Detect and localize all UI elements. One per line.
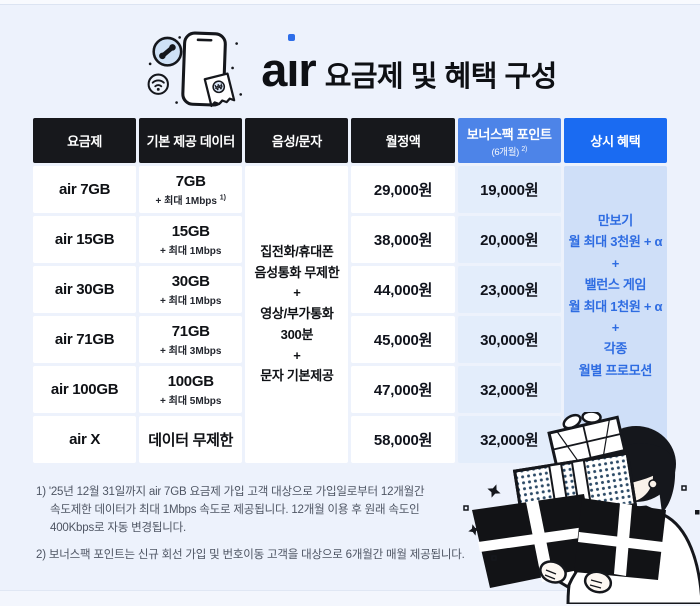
plan-monthly-fee-cell: 47,000원 [351,366,455,413]
plan-name: air 30GB [54,281,115,298]
plan-monthly-fee-cell: 29,000원 [351,166,455,213]
plan-monthly-fee: 38,000원 [373,232,433,249]
plan-data-amount: 7GB [175,172,206,190]
plan-data-amount: 30GB [171,272,210,290]
wifi-icon [147,73,170,95]
plan-monthly-fee: 29,000원 [373,182,433,199]
phone-receipt-illustration: ₩ [147,31,243,108]
plan-monthly-fee: 58,000원 [373,432,433,449]
plan-name-cell: air 71GB [33,316,137,363]
voice-text-details: 집전화/휴대폰 음성통화 무제한 + 영상/부가통화 300분 + 문자 기본제… [254,243,340,384]
logo-dot-icon [288,33,296,41]
footnotes: 1) '25년 12월 31일까지 air 7GB 요금제 가입 고객 대상으로… [36,484,506,565]
plan-bonus-points: 19,000원 [480,182,539,199]
call-bubble-icon [152,36,183,67]
sparkles [463,484,700,561]
plan-data-speed: + 최대 3Mbps [160,345,222,357]
column-header-plan: 요금제 [33,118,137,163]
gift-boxes [472,412,666,588]
plan-data-cell: 15GB + 최대 1Mbps [139,216,243,263]
plan-bonus-points: 23,000원 [480,282,539,299]
plan-bonus-points-cell: 30,000원 [457,316,561,363]
plan-bonus-points: 20,000원 [480,232,539,249]
plan-data-cell: 71GB + 최대 3Mbps [139,316,243,363]
person-gifts-illustration [463,412,700,604]
voice-text-merged-cell: 집전화/휴대폰 음성통화 무제한 + 영상/부가통화 300분 + 문자 기본제… [245,166,349,463]
plan-name: air 71GB [54,331,115,348]
plan-data-amount: 71GB [171,322,210,340]
logo-air: aı r [261,33,317,93]
plan-data-amount: 15GB [171,222,210,240]
plan-data-amount: 100GB [167,372,214,390]
benefit-details: 만보기 월 최대 3천원 + α + 밸런스 게임 월 최대 1천원 + α +… [568,212,663,378]
plan-data-amount: 데이터 무제한 [148,432,234,449]
page-header: ₩ aı r 요금제 및 혜택 구성 [0,24,700,116]
column-header-monthly-fee: 월정액 [351,118,455,163]
plan-monthly-fee-cell: 44,000원 [351,266,455,313]
plan-name-cell: air X [33,416,137,463]
plan-monthly-fee: 47,000원 [373,382,433,399]
decorative-dots [148,36,243,104]
plan-bonus-points-cell: 32,000원 [457,416,561,463]
plan-data-cell: 30GB + 최대 1Mbps [139,266,243,313]
person-hands [539,560,613,594]
plan-name: air 7GB [58,181,111,198]
bottom-edge-strip [0,590,700,606]
plan-monthly-fee: 44,000원 [373,282,433,299]
plan-name-cell: air 7GB [33,166,137,213]
plan-name-cell: air 15GB [33,216,137,263]
plan-data-speed: + 최대 5Mbps [160,395,222,407]
column-header-bonus-points: 보너스팩 포인트 (6개월) 2) [457,118,561,163]
plan-data-cell: 100GB + 최대 5Mbps [139,366,243,413]
plan-data-speed: + 최대 1Mbps [160,245,222,257]
footnote-1: 1) '25년 12월 31일까지 air 7GB 요금제 가입 고객 대상으로… [36,486,425,534]
plan-monthly-fee: 45,000원 [373,332,433,349]
top-edge-strip [0,0,700,5]
plan-data-cell: 데이터 무제한 [139,416,243,463]
benefits-merged-cell: 만보기 월 최대 3천원 + α + 밸런스 게임 월 최대 1천원 + α +… [563,166,667,463]
plan-monthly-fee-cell: 58,000원 [351,416,455,463]
column-header-data: 기본 제공 데이터 [139,118,243,163]
plan-monthly-fee-cell: 45,000원 [351,316,455,363]
page-title: aı r 요금제 및 혜택 구성 [261,33,558,95]
plan-data-cell: 7GB + 최대 1Mbps 1) [139,166,243,213]
plan-bonus-points: 30,000원 [480,332,539,349]
page-title-text: 요금제 및 혜택 구성 [324,60,558,93]
receipt-icon: ₩ [203,72,236,108]
plan-bonus-points-cell: 32,000원 [457,366,561,413]
bonus-points-duration: (6개월) 2) [491,145,528,158]
plan-monthly-fee-cell: 38,000원 [351,216,455,263]
plan-bonus-points: 32,000원 [480,432,539,449]
plan-bonus-points-cell: 20,000원 [457,216,561,263]
plan-bonus-points: 32,000원 [480,382,539,399]
plan-name-cell: air 100GB [33,366,137,413]
plan-name: air 15GB [54,231,115,248]
column-header-voice-text: 음성/문자 [245,118,349,163]
plan-name: air X [69,431,101,448]
plan-data-speed: + 최대 1Mbps [160,295,222,307]
plan-data-speed: + 최대 1Mbps 1) [155,194,226,207]
plan-bonus-points-cell: 23,000원 [457,266,561,313]
plan-name-cell: air 30GB [33,266,137,313]
plan-name: air 100GB [50,381,119,398]
plans-table: 요금제 기본 제공 데이터 음성/문자 월정액 보너스팩 포인트 (6개월) 2… [33,118,667,463]
svg-text:₩: ₩ [214,82,224,93]
footnote-2: 2) 보너스팩 포인트는 신규 회선 가입 및 번호이동 고객을 대상으로 6개… [36,549,465,562]
column-header-benefits: 상시 혜택 [563,118,667,163]
plan-bonus-points-cell: 19,000원 [457,166,561,213]
